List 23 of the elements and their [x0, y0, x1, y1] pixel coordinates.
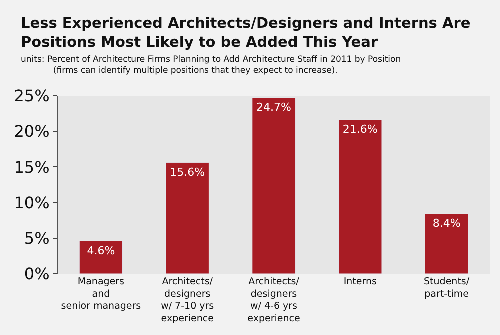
- x-tick-label: Architects/ designers w/ 7-10 yrs experience: [161, 276, 214, 325]
- data-label: 21.6%: [342, 123, 378, 136]
- x-tick-label: Interns: [344, 276, 377, 288]
- x-tick-label: Managers and senior managers: [61, 276, 142, 312]
- chart-title: Less Experienced Architects/Designers and Interns Are Positions Most Likely to be Added This Year: [21, 16, 471, 51]
- bar: [166, 162, 210, 274]
- x-tick-label: Students/ part-time: [424, 276, 470, 300]
- x-tick-label: Architects/ designers w/ 4-6 yrs experience: [248, 276, 300, 325]
- y-tick-label: 5%: [24, 229, 50, 248]
- y-tick-label: 10%: [14, 193, 50, 212]
- data-label: 8.4%: [432, 217, 461, 230]
- bar: [252, 98, 296, 274]
- bar: [79, 241, 124, 274]
- chart-subtitle: units: Percent of Architecture Firms Planning to Add Architecture Staff in 2011 by Position (firms can identify multiple positions that they expect to increase).: [21, 55, 402, 76]
- y-tick-label: 20%: [14, 122, 50, 142]
- bar: [338, 120, 382, 274]
- data-label: 4.6%: [87, 244, 116, 258]
- bar: [424, 214, 469, 274]
- y-tick-label: 0%: [24, 264, 50, 284]
- data-label: 15.6%: [170, 166, 206, 179]
- y-tick-label: 15%: [14, 158, 50, 177]
- data-label: 24.7%: [256, 101, 292, 114]
- y-tick-label: 25%: [14, 86, 50, 106]
